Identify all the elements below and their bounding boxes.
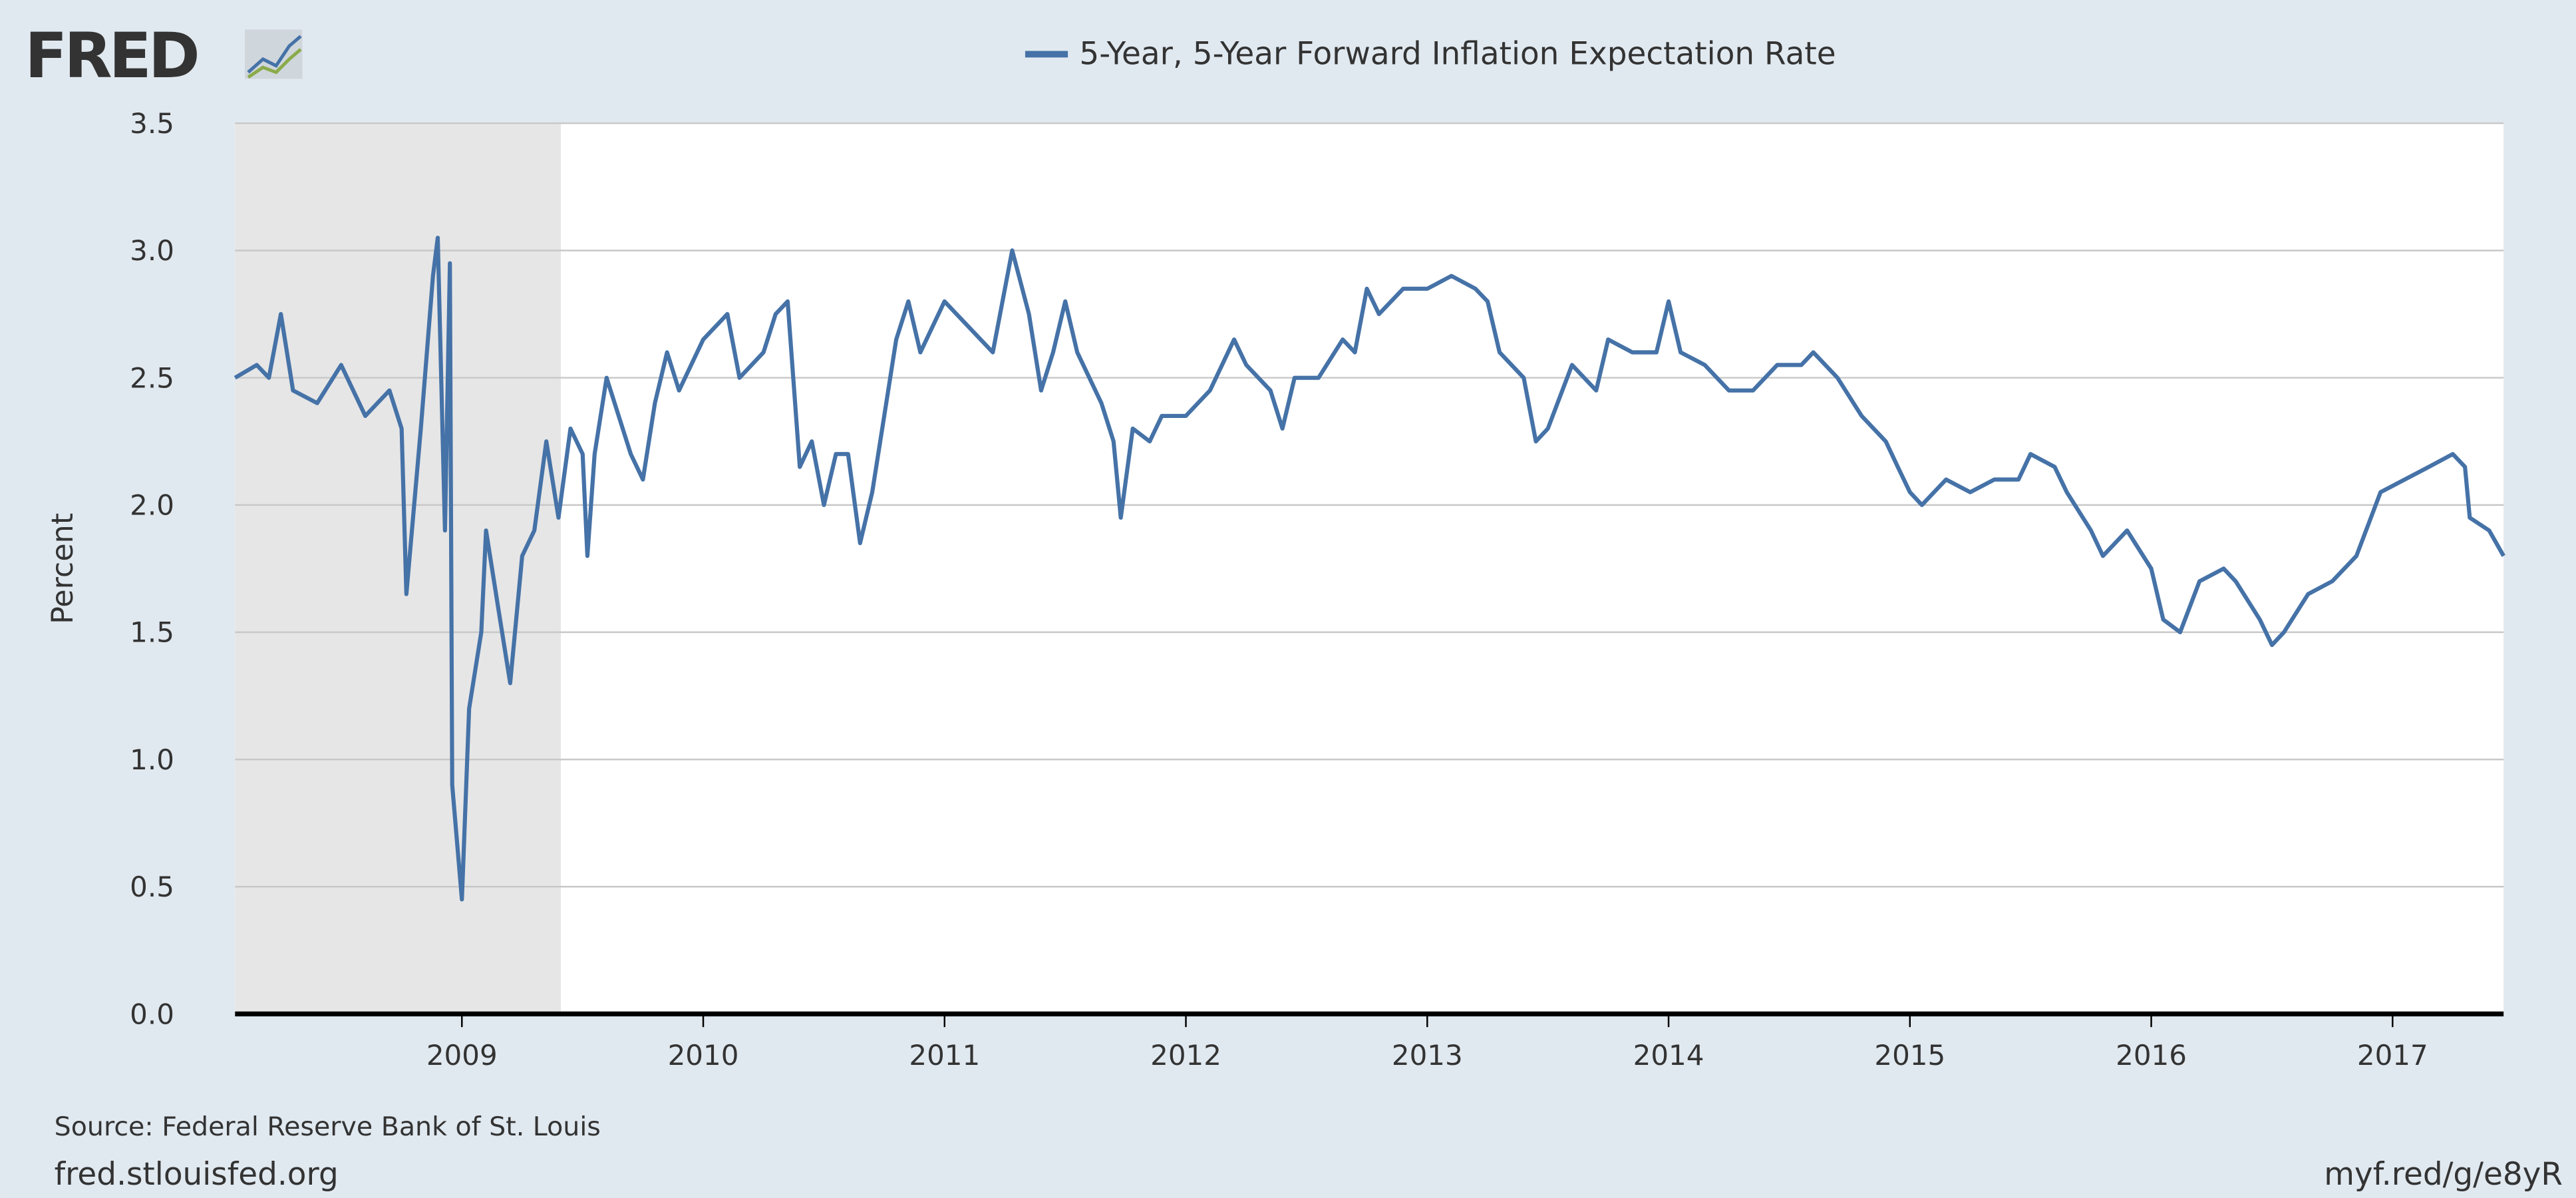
y-tick-label: 3.0 (130, 234, 174, 267)
logo: FRED (25, 20, 197, 93)
logo-icon (245, 29, 303, 79)
y-tick-label: 3.5 (130, 107, 174, 140)
recession-shade (235, 123, 562, 1014)
x-tick-label: 2015 (1874, 1039, 1945, 1072)
y-tick-label: 2.5 (130, 361, 174, 394)
y-tick-label: 2.0 (130, 489, 174, 522)
x-tick-label: 2014 (1633, 1039, 1704, 1072)
source: Source: Federal Reserve Bank of St. Loui… (55, 1111, 601, 1142)
y-axis-label: Percent (46, 513, 80, 624)
site: fred.stlouisfed.org (55, 1156, 339, 1193)
x-tick-label: 2011 (909, 1039, 980, 1072)
x-tick-label: 2012 (1150, 1039, 1221, 1072)
x-tick-label: 2017 (2357, 1039, 2428, 1072)
y-tick-label: 0.5 (130, 871, 174, 903)
legend-label: 5-Year, 5-Year Forward Inflation Expecta… (1079, 35, 1836, 72)
y-tick-label: 1.0 (130, 743, 174, 776)
x-tick-label: 2009 (426, 1039, 498, 1072)
link: myf.red/g/e8yR (2324, 1156, 2563, 1193)
x-tick-label: 2013 (1392, 1039, 1463, 1072)
x-tick-label: 2016 (2116, 1039, 2187, 1072)
series-line (234, 236, 2505, 902)
y-tick-label: 1.5 (130, 616, 174, 649)
x-tick-label: 2010 (668, 1039, 739, 1072)
y-tick-label: 0.0 (130, 998, 174, 1030)
plot-area (235, 123, 2504, 1014)
